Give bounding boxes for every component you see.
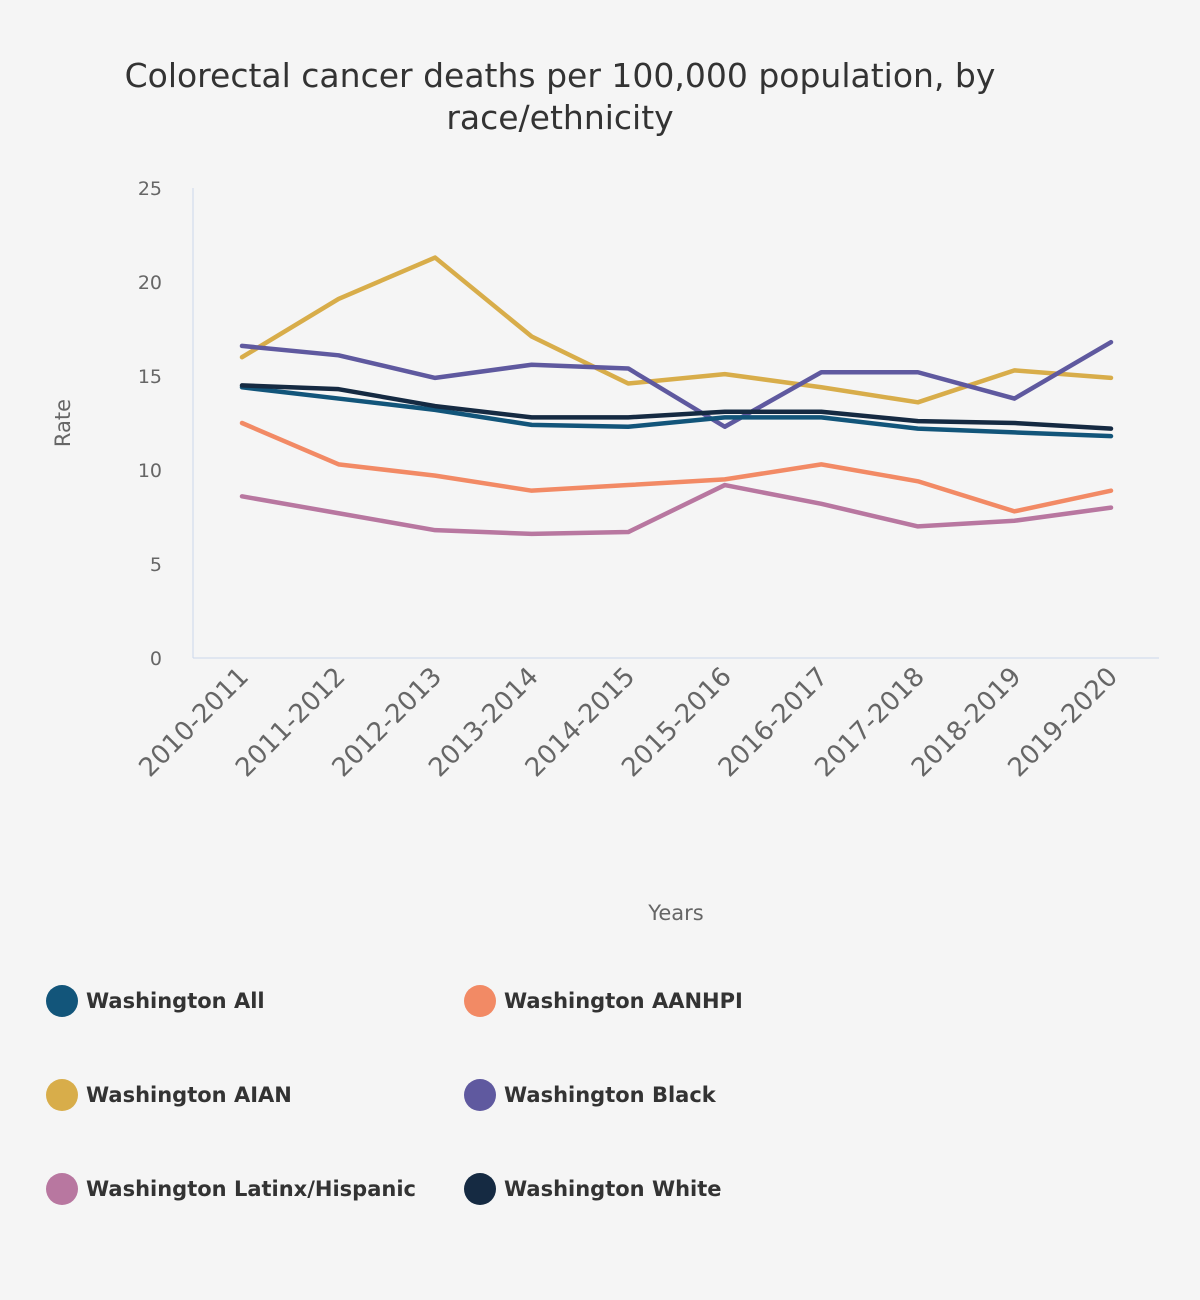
- legend-item[interactable]: Washington Latinx/Hispanic: [46, 1173, 464, 1205]
- legend-item[interactable]: Washington AIAN: [46, 1079, 464, 1111]
- legend-marker-icon: [46, 1079, 78, 1111]
- y-tick-label: 5: [150, 554, 162, 576]
- series-line-washington-black: [239, 339, 1114, 430]
- legend-marker-icon: [46, 985, 78, 1017]
- legend-label: Washington All: [86, 989, 265, 1013]
- y-tick-label: 10: [138, 460, 162, 482]
- legend-label: Washington Latinx/Hispanic: [86, 1177, 416, 1201]
- legend-item[interactable]: Washington All: [46, 985, 464, 1017]
- line-chart: 05101520252010-20112011-20122012-2013201…: [51, 178, 1159, 925]
- series-line-washington-all: [239, 385, 1114, 439]
- y-tick-label: 15: [138, 366, 162, 388]
- series-line-washington-aanhpi: [239, 420, 1114, 514]
- y-tick-label: 25: [138, 178, 162, 200]
- legend: Washington All Washington AANHPI Washingto…: [46, 985, 806, 1205]
- legend-marker-icon: [464, 1079, 496, 1111]
- legend-item[interactable]: Washington Black: [464, 1079, 804, 1111]
- y-tick-label: 0: [150, 648, 162, 670]
- legend-marker-icon: [464, 985, 496, 1017]
- series-line-washington-white: [239, 383, 1114, 431]
- legend-item[interactable]: Washington AANHPI: [464, 985, 804, 1017]
- legend-marker-icon: [464, 1173, 496, 1205]
- chart-title: Colorectal cancer deaths per 100,000 pop…: [124, 56, 996, 137]
- legend-item[interactable]: Washington White: [464, 1173, 804, 1205]
- y-axis-title: Rate: [51, 399, 75, 447]
- y-tick-label: 20: [138, 272, 162, 294]
- legend-label: Washington White: [504, 1177, 722, 1201]
- series-line-washington-latinx-hispanic: [239, 482, 1114, 537]
- legend-label: Washington AANHPI: [504, 989, 743, 1013]
- legend-marker-icon: [46, 1173, 78, 1205]
- x-axis-title: Years: [647, 901, 703, 925]
- series-line-washington-aian: [239, 255, 1114, 405]
- legend-label: Washington AIAN: [86, 1083, 292, 1107]
- legend-label: Washington Black: [504, 1083, 716, 1107]
